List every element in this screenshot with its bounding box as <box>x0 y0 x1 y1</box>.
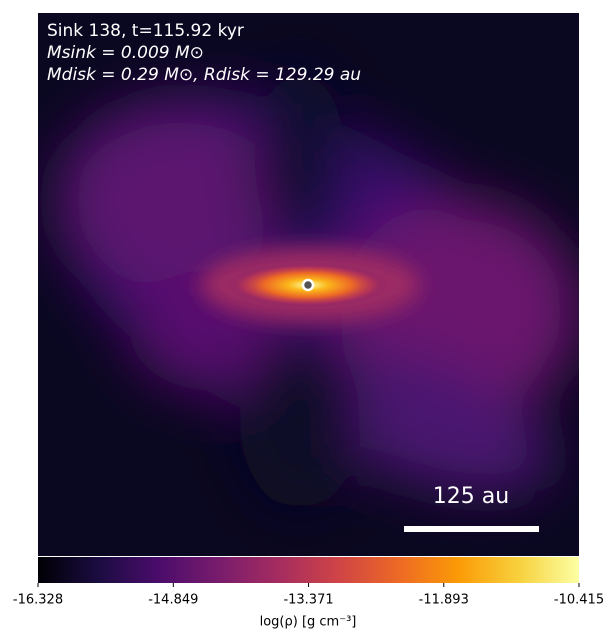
density-image <box>38 13 579 556</box>
tick-label: -11.893 <box>419 593 469 608</box>
tick-label: -16.328 <box>13 593 63 608</box>
colorbar-label: log(ρ) [g cm⁻³] <box>260 615 357 630</box>
tick-label: -14.849 <box>148 593 198 608</box>
tick-label: -13.371 <box>283 593 333 608</box>
annotation: Mdisk = 0.29 M⊙, Rdisk = 129.29 au <box>47 65 361 85</box>
tick-label: -10.415 <box>554 593 604 608</box>
colorbar <box>38 557 579 583</box>
annotation: Sink 138, t=115.92 kyr <box>47 21 244 41</box>
scale-bar-label: 125 au <box>433 484 509 509</box>
annotation: Msink = 0.009 M⊙ <box>47 43 204 63</box>
sink-marker <box>301 278 315 292</box>
